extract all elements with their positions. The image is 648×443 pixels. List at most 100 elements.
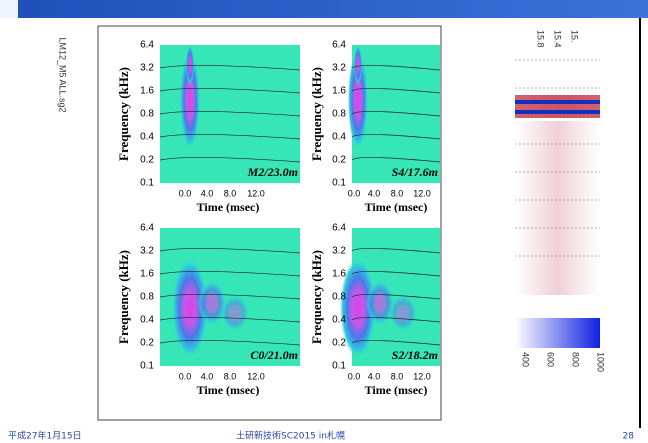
- ridge-line: [351, 248, 441, 254]
- file-label: LM12_M5 ALL.sg2: [58, 37, 68, 112]
- ridge-line: [351, 111, 441, 117]
- y-tick-label: 0.1: [332, 361, 346, 372]
- y-tick-label: 6.4: [140, 223, 154, 234]
- y-tick-label: 0.2: [140, 338, 154, 349]
- ridge-line: [159, 157, 301, 163]
- ridge-line: [159, 111, 301, 117]
- panel-label: S2/18.2m: [392, 348, 438, 362]
- energy-blob: [180, 50, 200, 150]
- y-tick-label: 0.8: [140, 109, 154, 120]
- ridge-line: [159, 134, 301, 140]
- y-tick-label: 0.4: [332, 132, 346, 143]
- energy-blob: [366, 281, 394, 325]
- y-tick-label: 0.1: [140, 361, 154, 372]
- footer-date: 平成27年1月15日: [8, 430, 82, 442]
- x-tick-label: 12.0: [413, 371, 431, 381]
- x-tick-label: 0.0: [348, 371, 361, 381]
- side-image: 15.8 15.4 15. 1000 800 600 400: [515, 30, 606, 372]
- y-tick-label: 3.2: [140, 246, 154, 257]
- energy-blob: [172, 258, 208, 358]
- energy-blob: [354, 45, 362, 85]
- y-tick-label: 0.2: [332, 338, 346, 349]
- depth-label: 15.: [570, 30, 580, 43]
- x-tick-label: 12.0: [413, 188, 431, 198]
- band: [515, 100, 600, 104]
- ridge-line: [159, 88, 301, 94]
- energy-blob: [348, 50, 368, 150]
- ridge-line: [159, 294, 301, 300]
- y-tick-label: 1.6: [332, 86, 346, 97]
- x-tick-label: 4.0: [368, 188, 381, 198]
- x-tick-label: 4.0: [201, 188, 214, 198]
- y-tick-label: 0.8: [332, 109, 346, 120]
- scale-label: 1000: [596, 352, 606, 372]
- ridge-line: [159, 340, 301, 346]
- y-axis-label: Frequency (kHz): [309, 67, 324, 161]
- x-axis-label: Time (msec): [365, 383, 428, 397]
- ridge-line: [351, 340, 441, 346]
- y-tick-label: 0.4: [140, 132, 154, 143]
- ridge-line: [351, 317, 441, 323]
- energy-blob: [221, 295, 249, 331]
- ridge-line: [159, 248, 301, 254]
- spectrogram-panel: 6.4 3.2 1.6 0.8 0.4 0.2 0.1 0.0 4.0 8.0 12.0 Time (…: [116, 40, 301, 214]
- x-axis-label: Time (msec): [365, 200, 428, 214]
- y-tick-label: 3.2: [332, 63, 346, 74]
- band: [515, 110, 600, 114]
- x-tick-label: 12.0: [247, 371, 265, 381]
- depth-label: 15.4: [553, 30, 563, 48]
- ridge-line: [351, 294, 441, 300]
- energy-blob: [198, 281, 226, 325]
- ridge-line: [159, 271, 301, 277]
- y-tick-label: 0.8: [332, 292, 346, 303]
- y-tick-label: 0.2: [332, 155, 346, 166]
- panel-label: S4/17.6m: [392, 165, 438, 179]
- y-axis-label: Frequency (kHz): [309, 250, 324, 344]
- footer-event: 土研新技術SC2015 in札幌: [236, 430, 345, 442]
- y-tick-label: 6.4: [140, 40, 154, 51]
- ridge-line: [351, 88, 441, 94]
- x-axis-label: Time (msec): [197, 383, 260, 397]
- x-tick-label: 4.0: [368, 371, 381, 381]
- y-tick-label: 6.4: [332, 223, 346, 234]
- x-tick-label: 0.0: [179, 188, 192, 198]
- x-tick-label: 0.0: [348, 188, 361, 198]
- ridge-line: [159, 65, 301, 71]
- strip: [515, 95, 600, 295]
- y-tick-label: 0.2: [140, 155, 154, 166]
- y-tick-label: 1.6: [140, 269, 154, 280]
- corner-box: [0, 0, 18, 18]
- x-axis-label: Time (msec): [197, 200, 260, 214]
- scale-label: 800: [571, 352, 581, 367]
- y-tick-label: 0.4: [332, 315, 346, 326]
- x-tick-label: 8.0: [224, 188, 237, 198]
- y-axis-label: Frequency (kHz): [116, 67, 131, 161]
- ridge-line: [351, 134, 441, 140]
- y-tick-label: 0.1: [332, 178, 346, 189]
- ridge-line: [159, 317, 301, 323]
- x-tick-label: 0.0: [179, 371, 192, 381]
- ridge-line: [351, 157, 441, 163]
- ridge-line: [351, 65, 441, 71]
- y-tick-label: 1.6: [140, 86, 154, 97]
- x-tick-label: 12.0: [247, 188, 265, 198]
- ridge-line: [351, 271, 441, 277]
- y-tick-label: 3.2: [140, 63, 154, 74]
- scale-label: 400: [521, 352, 531, 367]
- panel-label: C0/21.0m: [250, 348, 298, 362]
- energy-blob: [186, 45, 194, 85]
- y-tick-label: 0.1: [140, 178, 154, 189]
- y-tick-label: 1.6: [332, 269, 346, 280]
- band: [515, 95, 600, 120]
- y-tick-label: 0.4: [140, 315, 154, 326]
- y-tick-label: 0.8: [140, 292, 154, 303]
- depth-label: 15.8: [536, 30, 546, 48]
- band: [515, 118, 600, 121]
- energy-blob: [389, 295, 417, 331]
- y-tick-label: 6.4: [332, 40, 346, 51]
- x-tick-label: 8.0: [391, 371, 404, 381]
